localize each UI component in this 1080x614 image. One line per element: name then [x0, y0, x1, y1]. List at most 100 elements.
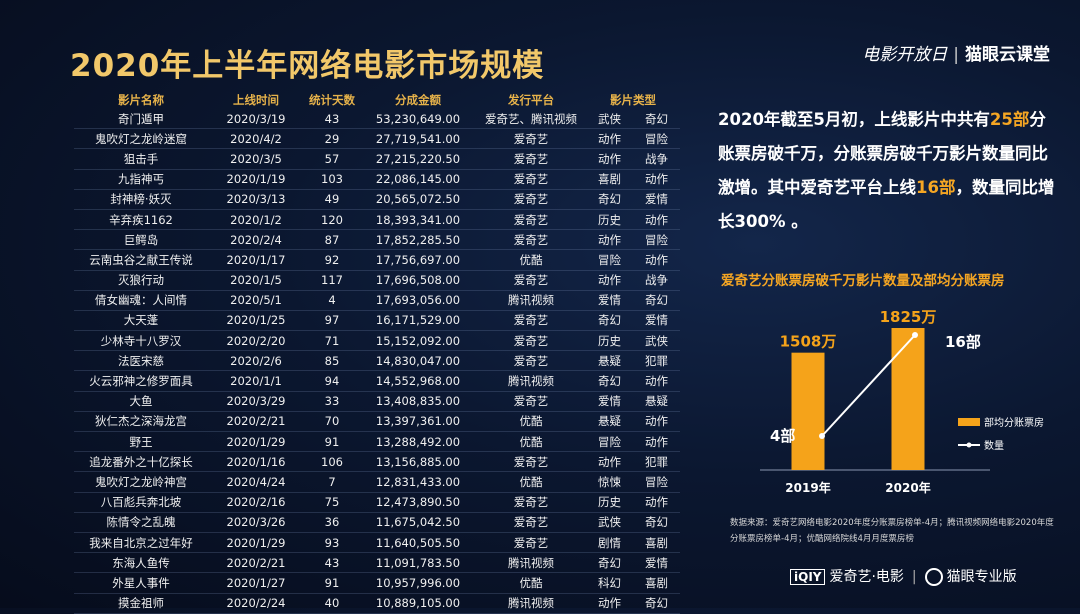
table-cell: 53,230,649.00: [360, 109, 476, 130]
table-cell: 动作: [633, 411, 680, 433]
table-cell: 爱奇艺: [476, 451, 586, 473]
table-cell: 冒险: [633, 471, 680, 493]
table-row: 外星人事件 2020/1/27 91 10,957,996.00 优酷 科幻 喜剧: [74, 572, 680, 594]
table-row: 辛弃疾1162 2020/1/2 120 18,393,341.00 爱奇艺 历史 动作: [74, 209, 680, 231]
table-cell: 陈情令之乱魄: [74, 512, 208, 533]
summary-text: 2020年截至5月初，上线影片中共有25部分账票房破千万，分账票房破千万影片数量…: [718, 103, 1058, 239]
maoyan-cat-icon: [924, 568, 943, 586]
table-cell: 奇幻: [586, 552, 633, 574]
table-cell: 冒险: [586, 249, 633, 271]
table-cell: 2020/1/29: [208, 431, 304, 453]
table-cell: 动作: [633, 209, 680, 231]
top-logo: 电影开放日 | 猫眼云课堂: [862, 45, 1050, 65]
table-cell: 17,696,508.00: [360, 270, 476, 291]
table-cell: 85: [304, 350, 360, 372]
table-cell: 2020/1/19: [208, 169, 304, 190]
table-cell: 10,957,996.00: [360, 572, 476, 594]
line-point: [819, 433, 825, 439]
table-row: 火云邪神之修罗面具 2020/1/1 94 14,552,968.00 腾讯视频 奇幻 动作: [74, 370, 680, 392]
table-cell: 93: [304, 532, 360, 554]
table-cell: 爱奇艺: [476, 189, 586, 210]
table-cell: 爱奇艺: [476, 391, 586, 412]
x-tick-label: 2020年: [885, 480, 930, 495]
table-cell: 40: [304, 593, 360, 614]
table-cell: 33: [304, 391, 360, 412]
table-cell: 战争: [633, 270, 680, 291]
table-row: 陈情令之乱魄 2020/3/26 36 11,675,042.50 爱奇艺 武侠 奇幻: [74, 512, 680, 533]
column-header: 统计天数: [309, 92, 355, 107]
table-cell: 优酷: [476, 572, 586, 594]
table-cell: 2020/1/29: [208, 532, 304, 554]
table-cell: 奇幻: [633, 512, 680, 533]
table-cell: 17,852,285.50: [360, 229, 476, 251]
column-header: 影片类型: [610, 92, 656, 107]
table-cell: 27,215,220.50: [360, 148, 476, 170]
bar: [891, 328, 925, 470]
table-row: 奇门遁甲 2020/3/19 43 53,230,649.00 爱奇艺、腾讯视频 武侠 奇幻: [74, 109, 680, 130]
table-cell: 动作: [633, 431, 680, 453]
table-cell: 历史: [586, 492, 633, 513]
table-cell: 腾讯视频: [476, 370, 586, 392]
table-cell: 爱情: [633, 310, 680, 332]
table-cell: 20,565,072.50: [360, 189, 476, 210]
table-cell: 94: [304, 370, 360, 392]
table-row: 狙击手 2020/3/5 57 27,215,220.50 爱奇艺 动作 战争: [74, 148, 680, 170]
table-cell: 云南虫谷之献王传说: [74, 249, 208, 271]
iqiyi-icon: iQIY: [790, 569, 826, 585]
table-cell: 火云邪神之修罗面具: [74, 370, 208, 392]
table-cell: 历史: [586, 209, 633, 231]
table-cell: 57: [304, 148, 360, 170]
table-cell: 外星人事件: [74, 572, 208, 594]
table-cell: 2020/1/25: [208, 310, 304, 332]
table-cell: 2020/2/21: [208, 411, 304, 433]
table-cell: 2020/2/4: [208, 229, 304, 251]
table-cell: 狙击手: [74, 148, 208, 170]
table-cell: 爱奇艺、腾讯视频: [476, 109, 586, 130]
table-row: 东海人鱼传 2020/2/21 43 11,091,783.50 腾讯视频 奇幻 爱情: [74, 552, 680, 574]
table-cell: 2020/4/24: [208, 471, 304, 493]
line-value-label: 16部: [945, 333, 981, 351]
table-cell: 117: [304, 270, 360, 291]
table-cell: 2020/1/17: [208, 249, 304, 271]
table-cell: 11,640,505.50: [360, 532, 476, 554]
table-cell: 优酷: [476, 249, 586, 271]
table-row: 鬼吹灯之龙岭迷窟 2020/4/2 29 27,719,541.00 爱奇艺 动作 冒险: [74, 128, 680, 150]
table-cell: 2020/2/6: [208, 350, 304, 372]
table-cell: 2020/5/1: [208, 290, 304, 311]
table-cell: 爱奇艺: [476, 492, 586, 513]
table-cell: 22,086,145.00: [360, 169, 476, 190]
line-point: [912, 332, 918, 338]
column-header: 影片名称: [118, 92, 164, 107]
table-cell: 武侠: [586, 512, 633, 533]
table-cell: 2020/3/19: [208, 109, 304, 130]
table-cell: 爱奇艺: [476, 310, 586, 332]
table-cell: 历史: [586, 330, 633, 352]
source-note: 数据来源：爱奇艺网络电影2020年度分账票房榜单-4月；腾讯视频网络电影2020…: [730, 518, 1054, 544]
table-cell: 犯罪: [633, 451, 680, 473]
table-cell: 爱奇艺: [476, 209, 586, 231]
table-cell: 奇幻: [633, 109, 680, 130]
table-cell: 爱奇艺: [476, 512, 586, 533]
table-cell: 爱奇艺: [476, 229, 586, 251]
table-cell: 2020/1/2: [208, 209, 304, 231]
table-cell: 17,756,697.00: [360, 249, 476, 271]
table-row: 大天蓬 2020/1/25 97 16,171,529.00 爱奇艺 奇幻 爱情: [74, 310, 680, 332]
table-cell: 野王: [74, 431, 208, 453]
table-cell: 爱奇艺: [476, 169, 586, 190]
table-row: 野王 2020/1/29 91 13,288,492.00 优酷 冒险 动作: [74, 431, 680, 453]
page-title: 2020年上半年网络电影市场规模: [70, 48, 545, 84]
table-cell: 悬疑: [586, 411, 633, 433]
event-logo: 电影开放日: [862, 45, 948, 65]
table-row: 鬼吹灯之龙岭神宫 2020/4/24 7 12,831,433.00 优酷 惊悚 冒险: [74, 471, 680, 493]
table-row: 封神榜·妖灭 2020/3/13 49 20,565,072.50 爱奇艺 奇幻 爱情: [74, 189, 680, 210]
table-cell: 92: [304, 249, 360, 271]
table-row: 八百彪兵奔北坡 2020/2/16 75 12,473,890.50 爱奇艺 历史 动作: [74, 492, 680, 513]
table-row: 追龙番外之十亿探长 2020/1/16 106 13,156,885.00 爱奇艺 动作犯…: [74, 451, 680, 473]
table-cell: 科幻: [586, 572, 633, 594]
table-row: 摸金祖师 2020/2/24 40 10,889,105.00 腾讯视频 动作 奇幻: [74, 593, 680, 614]
bar-value-label: 1508万: [780, 333, 837, 351]
table-cell: 爱情: [586, 290, 633, 311]
x-tick-label: 2019年: [785, 480, 830, 495]
table-row: 倩女幽魂：人间情 2020/5/1 4 17,693,056.00 腾讯视频 爱情 奇幻: [74, 290, 680, 311]
table-cell: 优酷: [476, 431, 586, 453]
